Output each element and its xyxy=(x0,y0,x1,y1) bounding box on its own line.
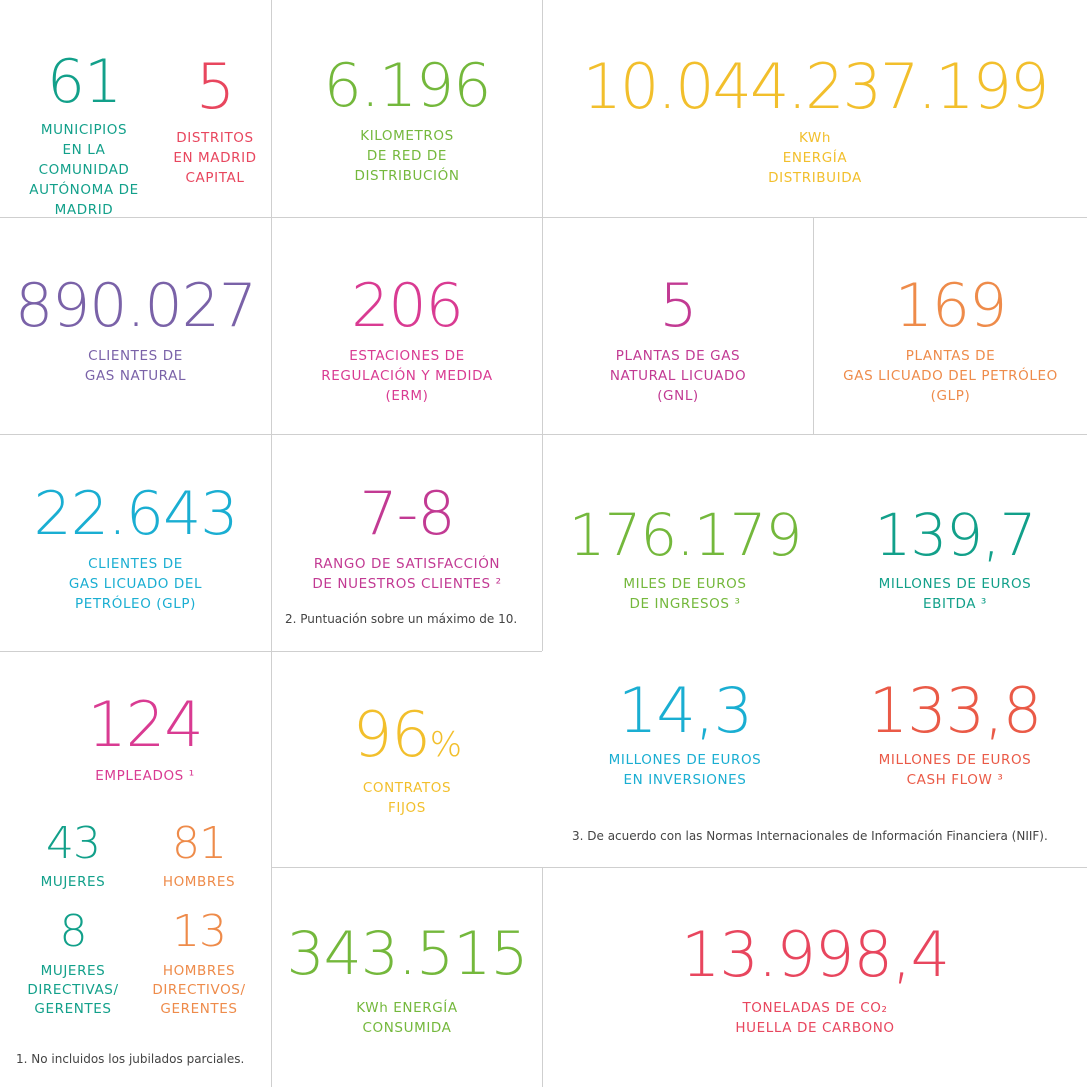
footnote-2: 2. Puntuación sobre un máximo de 10. xyxy=(285,612,518,626)
stat-kilometros: 6.196 KILOMETROS DE RED DE DISTRIBUCIÓN xyxy=(272,56,542,186)
stat-value: 22.643 xyxy=(33,479,239,549)
stat-label: MILES DE EUROS DE INGRESOS ³ xyxy=(623,576,747,612)
stat-label: TONELADAS DE CO₂ HUELLA DE CARBONO xyxy=(735,1000,895,1036)
stat-value: 206 xyxy=(351,271,464,341)
grid-line xyxy=(0,217,1087,218)
stat-mujeres: 43 MUJERES xyxy=(18,822,128,892)
stat-clientes-gas: 890.027 CLIENTES DE GAS NATURAL xyxy=(0,276,271,386)
stat-label: MUJERES DIRECTIVAS/ GERENTES xyxy=(27,963,119,1017)
grid-line xyxy=(542,0,543,651)
stat-value: 81 xyxy=(172,818,227,869)
stat-label: PLANTAS DE GAS LICUADO DEL PETRÓLEO (GLP… xyxy=(843,348,1058,404)
footnote-3: 3. De acuerdo con las Normas Internacion… xyxy=(572,829,1048,843)
stat-value: 96 xyxy=(352,698,431,771)
stat-erm: 206 ESTACIONES DE REGULACIÓN Y MEDIDA (E… xyxy=(272,276,542,406)
stat-value: 13.998,4 xyxy=(680,918,950,991)
stat-value: 124 xyxy=(87,688,203,761)
grid-line xyxy=(542,867,543,1087)
stat-label: CLIENTES DE GAS NATURAL xyxy=(84,348,187,384)
grid-line xyxy=(271,0,272,1087)
stat-value: 14,3 xyxy=(617,674,753,747)
stat-value: 5 xyxy=(659,271,697,341)
stat-value: 8 xyxy=(59,906,88,957)
stat-label: ESTACIONES DE REGULACIÓN Y MEDIDA (ERM) xyxy=(321,348,493,404)
stat-value: 13 xyxy=(172,906,227,957)
stat-value: 10.044.237.199 xyxy=(582,50,1049,123)
stat-value-wrap: 96% xyxy=(272,704,542,766)
stat-cashflow: 133,8 MILLONES DE EUROS CASH FLOW ³ xyxy=(825,680,1085,790)
stat-value: 133,8 xyxy=(868,674,1043,747)
stat-hombres: 81 HOMBRES xyxy=(144,822,254,892)
stat-label: MILLONES DE EUROS EBITDA ³ xyxy=(878,576,1032,612)
stat-ebitda: 139,7 MILLONES DE EUROS EBITDA ³ xyxy=(825,506,1085,614)
stat-label: CLIENTES DE GAS LICUADO DEL PETRÓLEO (GL… xyxy=(68,556,203,612)
stat-municipios: 61 MUNICIPIOS EN LA COMUNIDAD AUTÓNOMA D… xyxy=(22,52,146,220)
stat-mujeres-directivas: 8 MUJERES DIRECTIVAS/ GERENTES xyxy=(18,910,128,1019)
grid-line xyxy=(0,651,542,652)
stat-label: CONTRATOS FIJOS xyxy=(362,780,452,816)
stat-value: 169 xyxy=(894,271,1008,341)
footnote-1: 1. No incluidos los jubilados parciales. xyxy=(16,1052,245,1066)
stat-label: RANGO DE SATISFACCIÓN DE NUESTROS CLIENT… xyxy=(312,556,502,592)
stat-distritos: 5 DISTRITOS EN MADRID CAPITAL xyxy=(160,56,270,188)
stat-value: 7-8 xyxy=(359,479,456,549)
stat-label: KWh ENERGÍA DISTRIBUIDA xyxy=(768,130,862,186)
stat-label: PLANTAS DE GAS NATURAL LICUADO (GNL) xyxy=(609,348,747,404)
grid-line xyxy=(271,867,1087,868)
grid-line xyxy=(813,217,814,434)
grid-line xyxy=(0,434,1087,435)
stat-label: DISTRITOS EN MADRID CAPITAL xyxy=(173,130,257,186)
stat-kwh-consumida: 343.515 KWh ENERGÍA CONSUMIDA xyxy=(272,924,542,1038)
stat-value: 176.179 xyxy=(568,501,803,569)
stat-label: EMPLEADOS ¹ xyxy=(95,768,195,784)
stat-label: MILLONES DE EUROS CASH FLOW ³ xyxy=(878,752,1032,788)
stat-kwh-distribuida: 10.044.237.199 KWh ENERGÍA DISTRIBUIDA xyxy=(543,56,1087,188)
stat-clientes-glp: 22.643 CLIENTES DE GAS LICUADO DEL PETRÓ… xyxy=(0,484,271,614)
stat-label: MILLONES DE EUROS EN INVERSIONES xyxy=(608,752,762,788)
stat-value: 343.515 xyxy=(286,919,528,989)
stat-gnl: 5 PLANTAS DE GAS NATURAL LICUADO (GNL) xyxy=(543,276,813,406)
stat-label: MUNICIPIOS EN LA COMUNIDAD AUTÓNOMA DE M… xyxy=(29,122,139,218)
stat-co2: 13.998,4 TONELADAS DE CO₂ HUELLA DE CARB… xyxy=(543,924,1087,1038)
stat-label: KILOMETROS DE RED DE DISTRIBUCIÓN xyxy=(354,128,460,184)
stat-label: HOMBRES DIRECTIVOS/ GERENTES xyxy=(152,963,246,1017)
stat-value: 6.196 xyxy=(323,51,492,121)
stat-satisfaccion: 7-8 RANGO DE SATISFACCIÓN DE NUESTROS CL… xyxy=(272,484,542,594)
stat-label: HOMBRES xyxy=(162,874,236,890)
percent-sign: % xyxy=(429,725,462,765)
stat-contratos: 96% CONTRATOS FIJOS xyxy=(272,704,542,818)
stat-inversiones: 14,3 MILLONES DE EUROS EN INVERSIONES xyxy=(560,680,810,790)
stat-value: 5 xyxy=(195,50,235,123)
stat-label: MUJERES xyxy=(40,874,106,890)
stat-value: 61 xyxy=(46,47,122,117)
stat-ingresos: 176.179 MILES DE EUROS DE INGRESOS ³ xyxy=(560,506,810,614)
stat-value: 43 xyxy=(46,818,101,869)
stat-value: 890.027 xyxy=(14,271,257,341)
stat-empleados: 124 EMPLEADOS ¹ xyxy=(0,694,290,786)
stat-value: 139,7 xyxy=(874,501,1036,569)
stat-hombres-directivos: 13 HOMBRES DIRECTIVOS/ GERENTES xyxy=(144,910,254,1019)
stat-label: KWh ENERGÍA CONSUMIDA xyxy=(356,1000,458,1036)
stat-glp-plantas: 169 PLANTAS DE GAS LICUADO DEL PETRÓLEO … xyxy=(814,276,1087,406)
